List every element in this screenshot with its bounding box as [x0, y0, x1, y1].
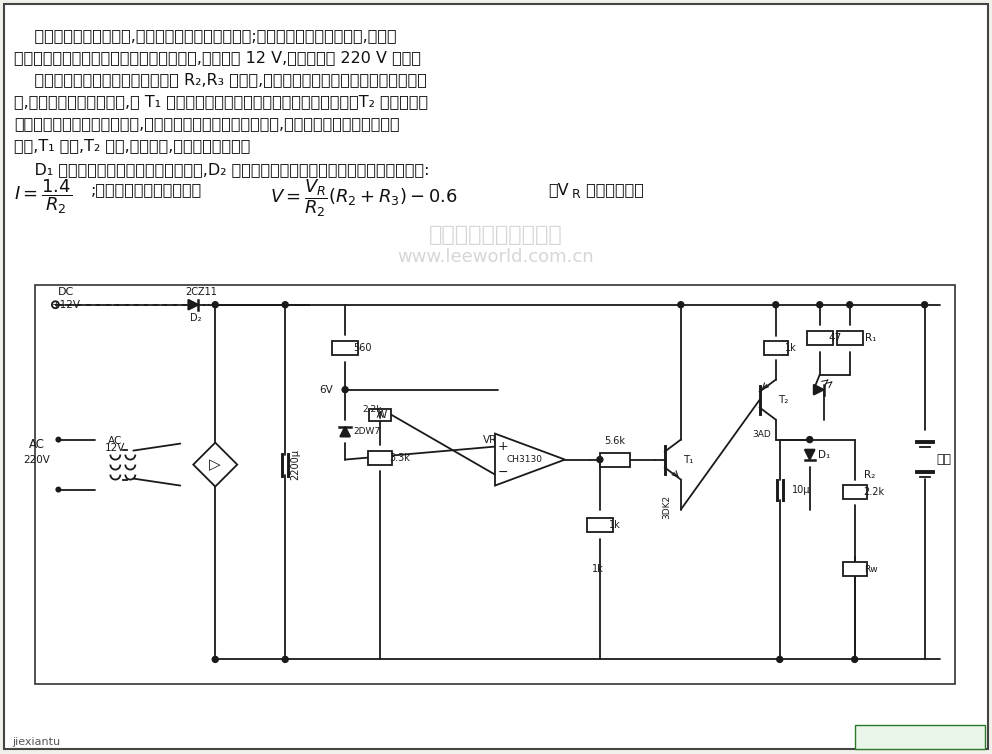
Text: +: +	[498, 440, 508, 453]
Circle shape	[678, 302, 683, 308]
Text: 1k: 1k	[785, 342, 797, 353]
Text: R₂: R₂	[864, 470, 875, 480]
Bar	[764, 341, 788, 354]
Text: T₁: T₁	[682, 455, 693, 464]
Text: W: W	[377, 409, 387, 420]
Text: AC: AC	[108, 436, 123, 446]
Polygon shape	[193, 443, 237, 486]
Text: 2CZ11: 2CZ11	[186, 287, 217, 297]
Text: $V=\dfrac{V_R}{R_2}(R_2+R_3)-0.6$: $V=\dfrac{V_R}{R_2}(R_2+R_3)-0.6$	[270, 178, 458, 219]
Bar	[806, 331, 832, 345]
Bar	[836, 331, 863, 345]
Circle shape	[806, 437, 812, 443]
Text: ▷: ▷	[209, 457, 221, 472]
Text: 搜狐: 搜狐	[868, 737, 883, 750]
Polygon shape	[813, 385, 823, 394]
Circle shape	[282, 657, 289, 663]
Circle shape	[847, 302, 853, 308]
Text: 本电路为恒流充电电路,电流范围为几十到几百毫安;当充电电压达到要求值时,能自动: 本电路为恒流充电电路,电流范围为几十到几百毫安;当充电电压达到要求值时,能自动	[15, 28, 397, 43]
Circle shape	[777, 657, 783, 663]
Text: R₁: R₁	[865, 333, 876, 343]
Text: 5.6k: 5.6k	[604, 436, 625, 446]
Bar	[332, 341, 358, 354]
Text: www.leeworld.com.cn: www.leeworld.com.cn	[398, 248, 594, 265]
Circle shape	[597, 457, 603, 463]
Bar	[36, 285, 954, 685]
Bar	[855, 725, 984, 749]
Text: $I=\dfrac{1.4}{R_2}$: $I=\dfrac{1.4}{R_2}$	[15, 178, 72, 216]
Text: VR: VR	[483, 434, 497, 445]
Polygon shape	[340, 427, 350, 437]
Text: 2200μ: 2200μ	[291, 449, 301, 480]
Text: CH3130: CH3130	[507, 455, 543, 464]
Text: Rw: Rw	[864, 565, 877, 574]
Text: 运算放大器反相输入端的电压来自 R₂,R₃ 的分压,同相输入端的电压由手动设定。充电期: 运算放大器反相输入端的电压来自 R₂,R₃ 的分压,同相输入端的电压由手动设定。…	[15, 72, 428, 87]
Text: 电平,T₁ 截止,T₂ 截止,充电结束,发光二极管熄灭。: 电平,T₁ 截止,T₂ 截止,充电结束,发光二极管熄灭。	[15, 138, 251, 153]
Bar	[368, 451, 392, 464]
Circle shape	[56, 486, 62, 492]
Text: T₂: T₂	[778, 394, 788, 405]
Circle shape	[212, 302, 218, 308]
Circle shape	[282, 302, 289, 308]
Bar	[600, 452, 630, 467]
Circle shape	[212, 657, 218, 663]
Text: 10μ: 10μ	[792, 485, 810, 495]
Text: D₁: D₁	[817, 449, 830, 460]
Text: 切断充电电流。本电路还具有短路保护功能,可用直流 12 V,也可用交流 220 V 供电。: 切断充电电流。本电路还具有短路保护功能,可用直流 12 V,也可用交流 220 …	[15, 50, 422, 65]
Polygon shape	[188, 300, 198, 310]
Text: R: R	[572, 188, 580, 201]
Circle shape	[816, 302, 822, 308]
Circle shape	[773, 302, 779, 308]
Text: ;充电结束时电输电压为：: ;充电结束时电输电压为：	[90, 182, 201, 197]
Text: −: −	[498, 466, 508, 479]
Text: 电池: 电池	[936, 453, 951, 466]
Text: 47: 47	[828, 333, 842, 343]
Text: 12V: 12V	[105, 443, 126, 452]
Text: +12V: +12V	[53, 300, 81, 310]
Text: 2DW7: 2DW7	[353, 427, 380, 436]
Circle shape	[922, 302, 928, 308]
Text: 3DK2: 3DK2	[663, 495, 672, 519]
Text: 给电池充电。电池充电饱和后,反相端电压超过同相端设定电压,使运算放大器的输出变为低: 给电池充电。电池充电饱和后,反相端电压超过同相端设定电压,使运算放大器的输出变为…	[15, 116, 400, 131]
Text: 560: 560	[353, 342, 372, 353]
Text: 220V: 220V	[23, 455, 50, 464]
Text: jiexiantu: jiexiantu	[13, 737, 61, 747]
Circle shape	[56, 437, 62, 443]
Text: 1k: 1k	[592, 565, 604, 575]
Bar	[842, 485, 867, 498]
Text: 2.2k: 2.2k	[362, 405, 382, 414]
Text: jiexiantu: jiexiantu	[870, 725, 909, 734]
Text: D₂: D₂	[189, 313, 201, 323]
Text: AC: AC	[29, 438, 45, 451]
Bar	[587, 517, 613, 532]
Polygon shape	[495, 434, 564, 486]
Bar	[369, 409, 391, 421]
Circle shape	[852, 657, 858, 663]
Bar	[842, 562, 867, 577]
Text: DC: DC	[58, 287, 73, 297]
Text: 6V: 6V	[319, 385, 333, 394]
Polygon shape	[805, 449, 814, 460]
Circle shape	[342, 387, 348, 393]
Text: 3AD: 3AD	[752, 430, 771, 439]
Text: 杭州洛睿科技有限公司: 杭州洛睿科技有限公司	[430, 225, 562, 245]
Text: ，V: ，V	[548, 182, 568, 197]
Text: 为设定电压。: 为设定电压。	[581, 182, 644, 197]
Text: 1k: 1k	[609, 520, 621, 529]
Text: 间,运算放大器输出高电平,经 T₁ 点亮发光二极管。发光二极管具有稳压特性。T₂ 产生的恒流: 间,运算放大器输出高电平,经 T₁ 点亮发光二极管。发光二极管具有稳压特性。T₂…	[15, 94, 429, 109]
Text: 3.3k: 3.3k	[389, 452, 410, 463]
Text: D₁ 的作用是防止电源切断时电池放电,D₂ 用于隔离交直流电源的相互影响。充电电流为:: D₁ 的作用是防止电源切断时电池放电,D₂ 用于隔离交直流电源的相互影响。充电电…	[15, 162, 430, 177]
Text: .com: .com	[893, 737, 920, 747]
Text: 2.2k: 2.2k	[864, 486, 885, 497]
